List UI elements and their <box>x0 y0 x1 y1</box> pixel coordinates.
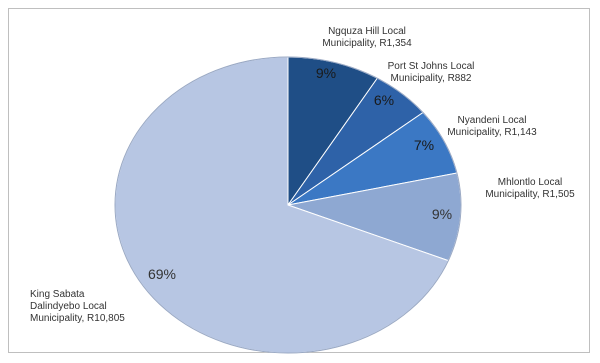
slice-percent-label: 6% <box>374 92 394 108</box>
slice-percent-label: 9% <box>316 65 336 81</box>
slice-category-label: King Sabata Dalindyebo Local Municipality,… <box>30 289 125 324</box>
slice-percent-label: 9% <box>432 206 452 222</box>
slice-category-label: Mhlontlo Local Municipality, R1,505 <box>485 177 575 200</box>
slice-category-label: Nyandeni Local Municipality, R1,143 <box>447 115 537 138</box>
slice-category-label: Port St Johns Local Municipality, R882 <box>388 61 475 84</box>
slice-percent-label: 69% <box>148 266 176 282</box>
slice-percent-label: 7% <box>414 137 434 153</box>
slice-category-label: Ngquza Hill Local Municipality, R1,354 <box>322 26 412 49</box>
pie-outline <box>114 56 462 354</box>
